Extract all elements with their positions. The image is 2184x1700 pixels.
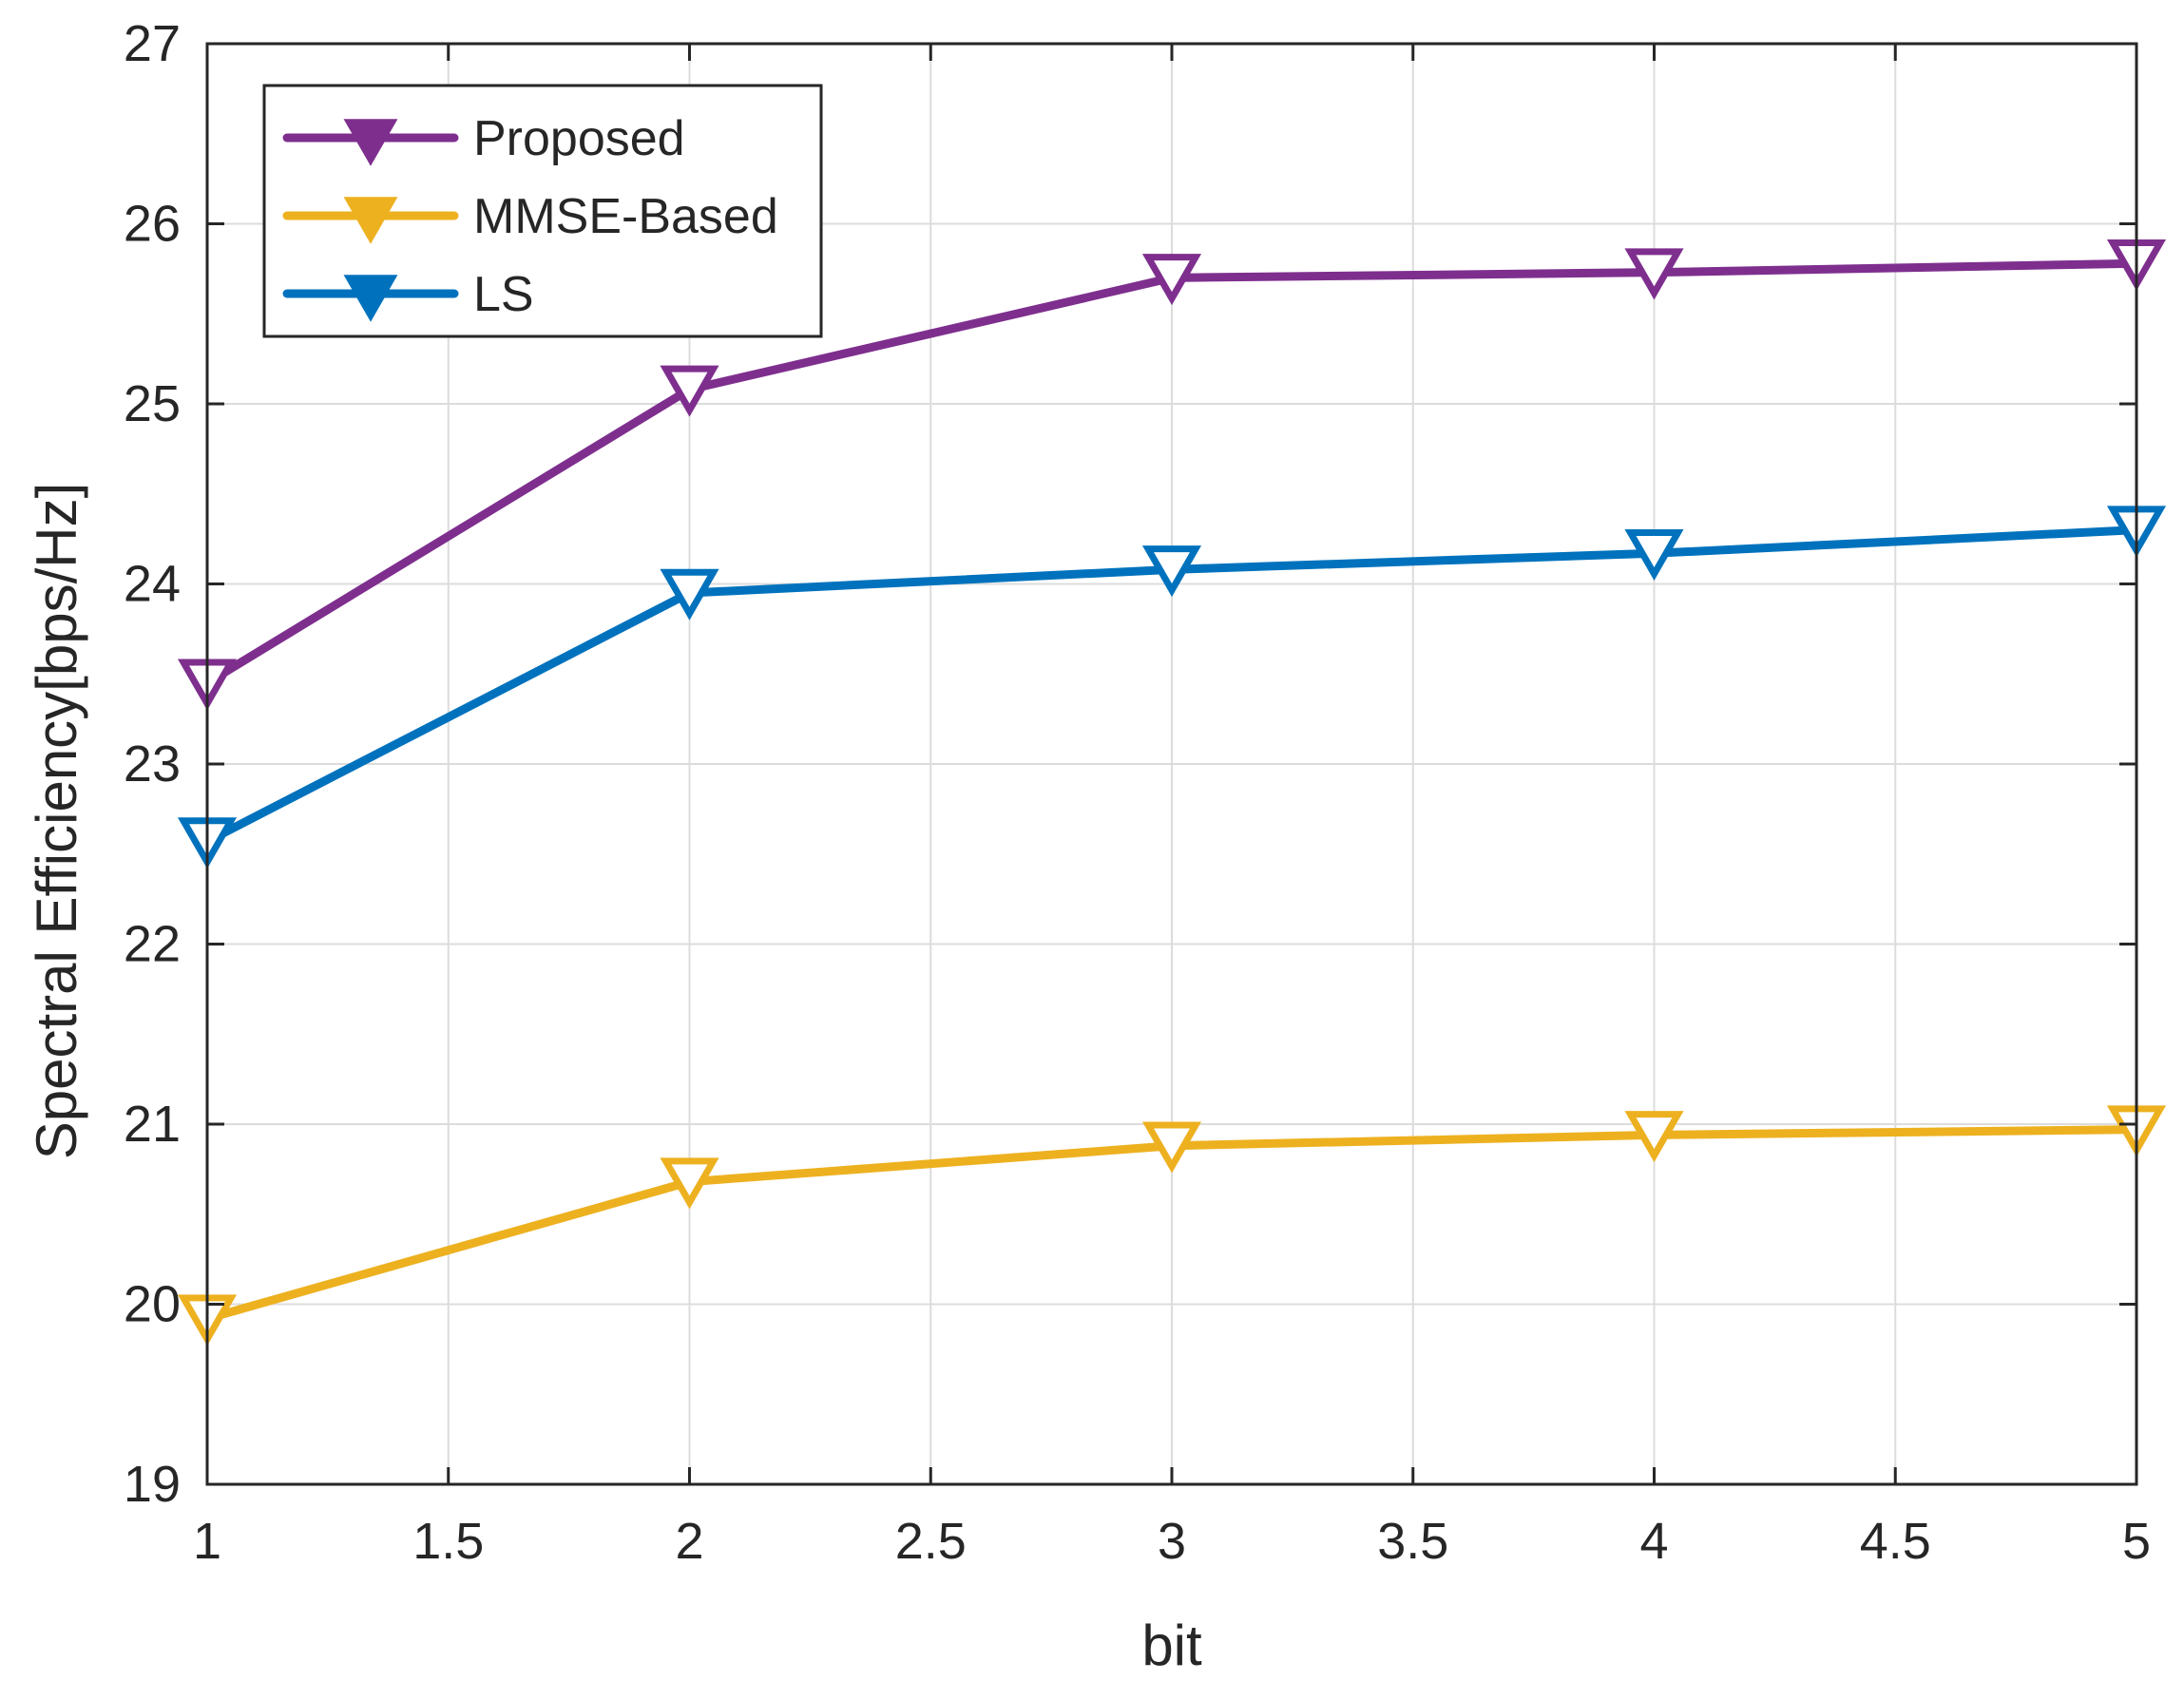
y-tick-label: 22	[124, 916, 181, 973]
y-tick-label: 23	[124, 735, 181, 793]
legend-marker-mmse-based	[343, 197, 398, 244]
legend: Proposed MMSE-Based LS	[262, 84, 823, 338]
data-point-mmse-based	[660, 1157, 719, 1210]
y-tick-label: 27	[124, 15, 181, 72]
y-axis-label: Spectral Efficiency[bps/Hz]	[25, 483, 88, 1160]
legend-marker-proposed	[343, 119, 398, 166]
x-axis-label: bit	[1141, 1614, 1202, 1677]
y-tick-label: 21	[124, 1096, 181, 1153]
y-tick-label: 19	[124, 1456, 181, 1513]
series-layer	[177, 239, 2167, 1347]
x-tick-label: 1.5	[412, 1513, 484, 1570]
data-point-mmse-based	[1141, 1121, 1202, 1174]
y-tick-label: 20	[124, 1276, 181, 1333]
y-tick-label: 25	[124, 375, 181, 432]
legend-label-mmse-based: MMSE-Based	[473, 189, 778, 244]
x-tick-label: 1	[193, 1513, 221, 1570]
data-point-proposed	[1624, 248, 1684, 300]
data-point-ls	[1624, 529, 1684, 582]
x-tick-label: 4.5	[1860, 1513, 1931, 1570]
data-point-mmse-based	[1624, 1111, 1684, 1163]
x-tick-label: 3	[1158, 1513, 1186, 1570]
legend-marker-ls	[343, 275, 398, 322]
legend-label-ls: LS	[473, 267, 534, 322]
x-tick-label: 2	[675, 1513, 703, 1570]
data-point-ls	[1141, 545, 1202, 598]
data-point-ls	[660, 568, 719, 621]
x-tick-label: 4	[1639, 1513, 1668, 1570]
data-point-proposed	[660, 365, 719, 417]
legend-label-proposed: Proposed	[473, 111, 685, 166]
x-tick-label: 3.5	[1377, 1513, 1448, 1570]
y-tick-label: 24	[124, 556, 181, 613]
tick-labels: 1 1.5 2 2.5 3 3.5 4 4.5 5 19 20 21 22 23 24 25 26 27	[124, 15, 2151, 1570]
x-tick-label: 5	[2122, 1513, 2151, 1570]
y-tick-label: 26	[124, 196, 181, 253]
x-tick-label: 2.5	[895, 1513, 967, 1570]
axes-frame	[205, 42, 2138, 1486]
data-point-proposed	[1141, 254, 1202, 306]
